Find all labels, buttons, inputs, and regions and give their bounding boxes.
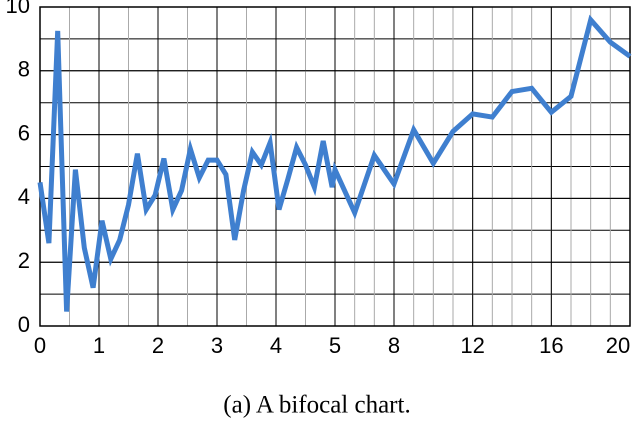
x-tick-label: 3 [211, 333, 223, 358]
x-tick-label: 20 [606, 333, 630, 358]
x-tick-label: 12 [460, 333, 484, 358]
x-tick-label: 4 [270, 333, 282, 358]
y-tick-label: 8 [18, 57, 30, 82]
x-tick-label: 1 [93, 333, 105, 358]
x-tick-label: 2 [152, 333, 164, 358]
y-tick-label: 0 [18, 312, 30, 337]
y-tick-label: 10 [6, 0, 30, 18]
y-tick-label: 4 [18, 184, 30, 209]
x-tick-label: 8 [388, 333, 400, 358]
x-tick-label: 16 [539, 333, 563, 358]
x-tick-label: 0 [34, 333, 46, 358]
plot-frame [39, 6, 631, 327]
y-tick-label: 6 [18, 120, 30, 145]
y-tick-label: 2 [18, 248, 30, 273]
caption: (a) A bifocal chart. [223, 392, 410, 419]
x-tick-label: 5 [329, 333, 341, 358]
data-line [37, 14, 632, 312]
